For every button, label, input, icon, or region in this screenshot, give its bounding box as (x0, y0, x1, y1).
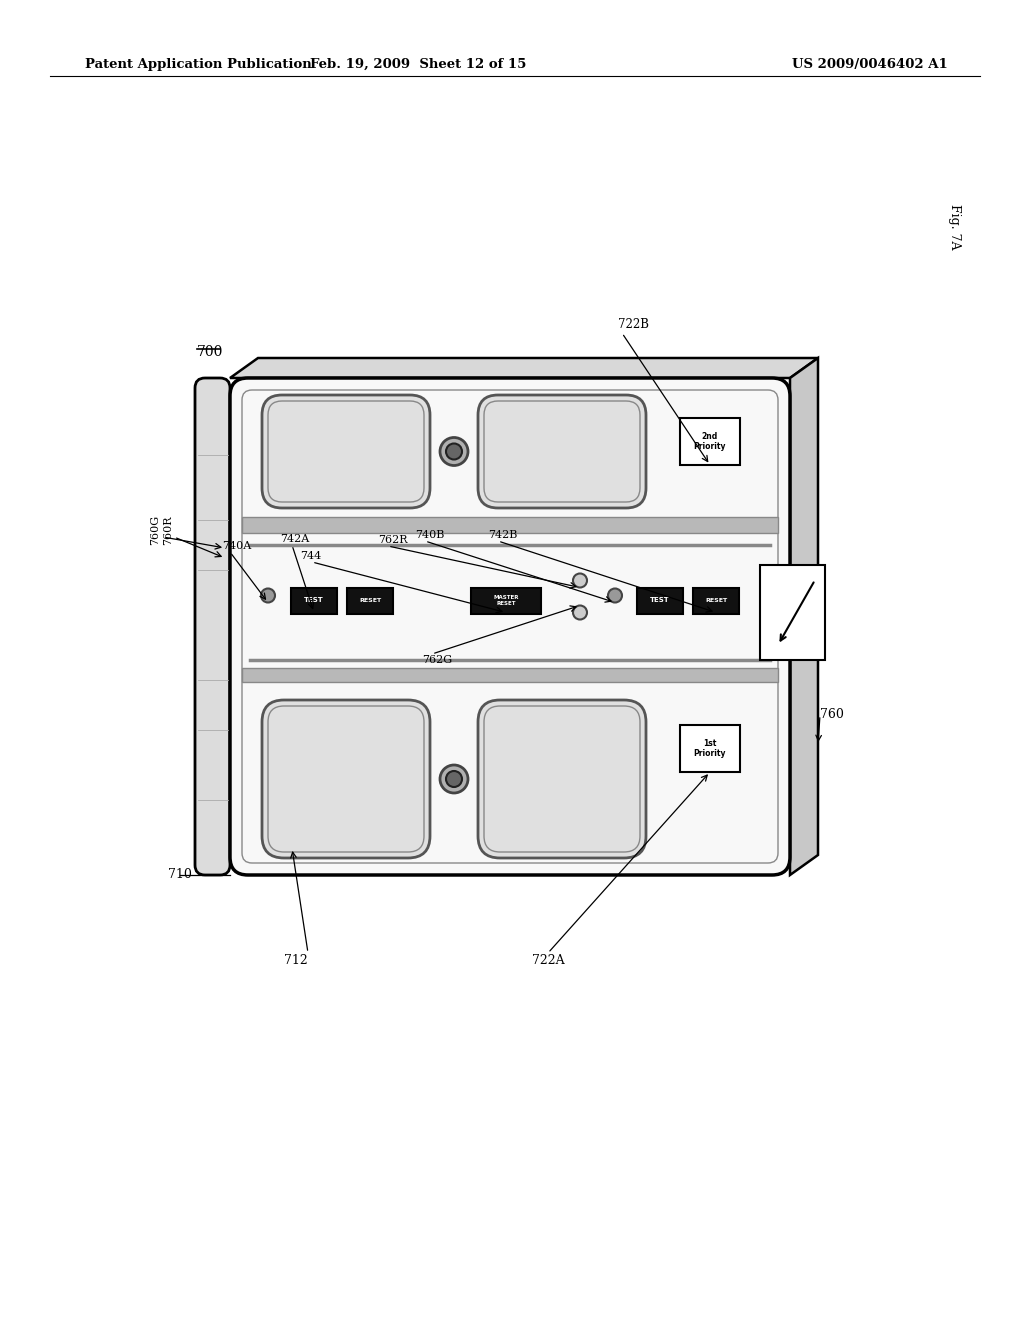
Circle shape (261, 589, 275, 602)
Polygon shape (790, 358, 818, 875)
Text: 762R: 762R (378, 535, 408, 545)
FancyBboxPatch shape (478, 700, 646, 858)
Text: 760R: 760R (163, 515, 173, 545)
Text: 740B: 740B (415, 531, 444, 540)
FancyBboxPatch shape (347, 587, 393, 614)
Text: 762G: 762G (422, 655, 453, 665)
Text: 712: 712 (284, 953, 308, 966)
Bar (680, 725, 740, 772)
Text: 744: 744 (300, 550, 322, 561)
Circle shape (573, 606, 587, 619)
Text: 740A: 740A (222, 541, 251, 550)
Circle shape (573, 573, 587, 587)
Circle shape (440, 437, 468, 466)
Text: RESET: RESET (359, 598, 381, 603)
FancyBboxPatch shape (478, 395, 646, 508)
Text: 1st
Priority: 1st Priority (693, 739, 726, 758)
Circle shape (446, 444, 462, 459)
Text: 722B: 722B (618, 318, 649, 331)
Text: Feb. 19, 2009  Sheet 12 of 15: Feb. 19, 2009 Sheet 12 of 15 (310, 58, 526, 71)
Text: 722A: 722A (531, 953, 564, 966)
Text: 742B: 742B (488, 531, 517, 540)
Text: 700: 700 (197, 345, 223, 359)
Text: MASTER
RESET: MASTER RESET (494, 595, 519, 606)
Text: RESET: RESET (705, 598, 727, 603)
Text: 710: 710 (168, 869, 191, 882)
Polygon shape (230, 358, 818, 378)
FancyBboxPatch shape (471, 587, 541, 614)
Text: 760: 760 (820, 709, 844, 722)
FancyBboxPatch shape (230, 378, 790, 875)
Text: US 2009/0046402 A1: US 2009/0046402 A1 (793, 58, 948, 71)
FancyBboxPatch shape (262, 700, 430, 858)
Text: Fig. 7A: Fig. 7A (948, 205, 962, 249)
FancyBboxPatch shape (291, 587, 337, 614)
Circle shape (446, 771, 462, 787)
Text: TEST: TEST (304, 598, 324, 603)
Text: 2nd
Priority: 2nd Priority (693, 432, 726, 451)
Bar (242, 517, 778, 533)
Circle shape (440, 766, 468, 793)
Text: 760G: 760G (150, 515, 160, 545)
FancyBboxPatch shape (693, 587, 739, 614)
Bar (760, 565, 825, 660)
FancyBboxPatch shape (262, 395, 430, 508)
Circle shape (608, 589, 622, 602)
FancyBboxPatch shape (637, 587, 683, 614)
Text: TEST: TEST (650, 598, 670, 603)
Bar (242, 668, 778, 682)
Text: 742A: 742A (280, 535, 309, 544)
Bar (680, 418, 740, 465)
FancyBboxPatch shape (195, 378, 230, 875)
Text: Patent Application Publication: Patent Application Publication (85, 58, 311, 71)
